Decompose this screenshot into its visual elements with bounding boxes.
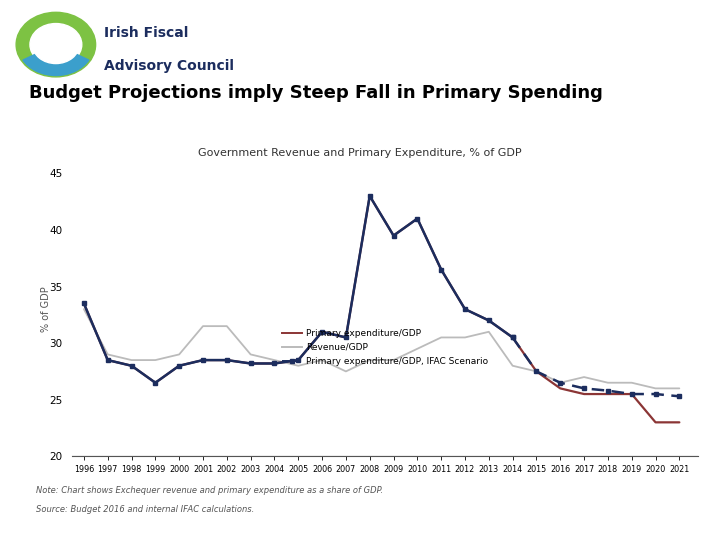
Legend: Primary expenditure/GDP, Revenue/GDP, Primary expenditure/GDP, IFAC Scenario: Primary expenditure/GDP, Revenue/GDP, Pr… bbox=[279, 325, 492, 369]
Wedge shape bbox=[23, 45, 89, 76]
Text: Advisory Council: Advisory Council bbox=[104, 59, 235, 73]
Text: Irish Fiscal: Irish Fiscal bbox=[104, 25, 189, 39]
Circle shape bbox=[16, 12, 96, 77]
Circle shape bbox=[32, 26, 79, 64]
Text: Note: Chart shows Exchequer revenue and primary expenditure as a share of GDP.: Note: Chart shows Exchequer revenue and … bbox=[36, 486, 383, 495]
Text: Budget Projections imply Steep Fall in Primary Spending: Budget Projections imply Steep Fall in P… bbox=[29, 84, 603, 102]
Text: Source: Budget 2016 and internal IFAC calculations.: Source: Budget 2016 and internal IFAC ca… bbox=[36, 505, 254, 514]
Circle shape bbox=[30, 24, 82, 66]
Y-axis label: % of GDP: % of GDP bbox=[41, 286, 51, 332]
Text: Government Revenue and Primary Expenditure, % of GDP: Government Revenue and Primary Expenditu… bbox=[198, 148, 522, 159]
